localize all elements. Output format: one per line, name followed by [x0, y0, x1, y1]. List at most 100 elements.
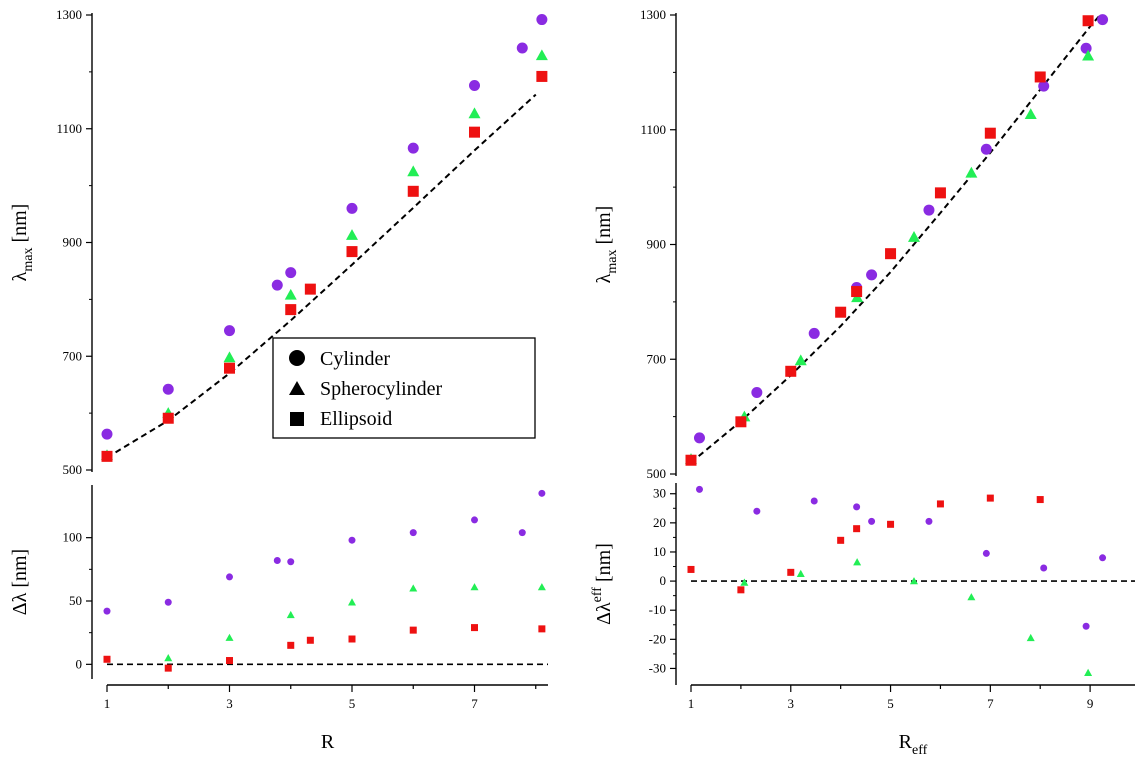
left-bottom-cylinder-point: [348, 536, 356, 544]
right-top-cylinder-point: [808, 327, 820, 339]
right-bottom-cylinder-point: [753, 507, 761, 515]
left-top-cylinder-point: [101, 428, 113, 440]
right-bottom-y-tick-label: -30: [649, 660, 666, 675]
left-bottom-cylinder-point: [538, 489, 546, 497]
right-top-y-tick-label: 900: [647, 237, 667, 252]
right-bottom-y-tick-label: 10: [653, 544, 666, 559]
legend-cylinder-marker: [289, 350, 305, 366]
right-top-spherocylinder-point: [794, 354, 807, 366]
left-bottom-ellipsoid-point: [538, 625, 546, 633]
left-top-ellipsoid-point: [285, 304, 297, 316]
left-top-spherocylinder-point: [223, 351, 236, 363]
left-bottom-ellipsoid-point: [348, 635, 356, 643]
right-top-cylinder-point: [1038, 80, 1050, 92]
left-bottom-cylinder-point: [409, 529, 417, 537]
left-top-ellipsoid-point: [346, 246, 358, 258]
left-bottom-ellipsoid-point: [164, 664, 172, 672]
left-bottom-x-tick-label: 1: [104, 696, 111, 711]
left-top-cylinder-point: [469, 80, 480, 92]
left-bottom-spherocylinder-point: [348, 598, 356, 606]
left-top-cylinder-point: [285, 267, 297, 279]
right-top-y-label: λmax [nm]: [593, 206, 620, 284]
left-top-spherocylinder-point: [346, 229, 358, 240]
right-top-ellipsoid-point: [934, 187, 946, 199]
right-bottom-y-label: Δλeff [nm]: [590, 543, 615, 625]
right-bottom-ellipsoid-point: [787, 568, 795, 576]
right-top-spherocylinder-point: [965, 166, 978, 178]
right-bottom-x-label: Reff: [899, 731, 928, 758]
right-top-y-tick-label: 500: [647, 466, 667, 481]
right-top-y-tick-label: 1100: [640, 122, 666, 137]
left-top-panel: 500 700 900 1100 1300 λmax [nm]: [9, 7, 548, 477]
left-bottom-ellipsoid-point: [409, 626, 417, 634]
right-bottom-ellipsoid-point: [853, 525, 861, 533]
left-top-spherocylinder-point: [407, 165, 420, 177]
legend-box: [272, 337, 536, 439]
left-top-fit-curve: [106, 93, 537, 459]
right-top-cylinder-point: [751, 387, 763, 399]
right-bottom-x-tick-label: 9: [1087, 696, 1094, 711]
right-bottom-y-tick-label: -10: [649, 602, 666, 617]
left-bottom-spherocylinder-point: [470, 583, 479, 591]
left-bottom-cylinder-point: [164, 598, 172, 606]
left-top-cylinder-point: [407, 142, 419, 154]
right-bottom-spherocylinder-point: [1084, 668, 1093, 677]
left-bottom-cylinder-point: [103, 607, 111, 615]
right-bottom-spherocylinder-point: [1026, 633, 1035, 642]
left-bottom-cylinder-point: [226, 573, 233, 581]
left-top-y-tick-label: 900: [63, 235, 83, 250]
left-top-ellipsoid-point: [304, 283, 316, 295]
left-top-y-tick-label: 700: [63, 348, 83, 363]
right-bottom-y-tick-label: 30: [653, 486, 666, 501]
left-bottom-spherocylinder-point: [164, 654, 173, 662]
left-top-ellipsoid-point: [224, 362, 235, 374]
right-bottom-ellipsoid-point: [936, 500, 944, 508]
right-top-ellipsoid-point: [1082, 15, 1094, 27]
left-top-ellipsoid-point: [469, 126, 480, 138]
right-top-cylinder-point: [693, 432, 705, 444]
left-bottom-x-tick-label: 3: [226, 696, 233, 711]
left-top-spherocylinder-point: [535, 49, 548, 61]
left-bottom-spherocylinder-point: [225, 633, 234, 641]
right-bottom-ellipsoid-point: [737, 586, 745, 594]
right-top-spherocylinder-point: [1082, 49, 1095, 61]
left-bottom-ellipsoid-point: [103, 655, 111, 663]
right-bottom-cylinder-point: [853, 503, 861, 511]
legend: Cylinder Spherocylinder Ellipsoid: [272, 337, 536, 439]
right-top-spherocylinder-point: [1024, 108, 1037, 120]
left-bottom-spherocylinder-point: [286, 610, 295, 619]
right-top-y-tick-label: 1300: [640, 7, 666, 22]
left-top-cylinder-point: [536, 14, 548, 26]
right-bottom-spherocylinder-point: [967, 593, 976, 601]
left-bottom-spherocylinder-point: [409, 584, 418, 592]
right-bottom-spherocylinder-point: [796, 569, 805, 578]
right-top-ellipsoid-point: [851, 286, 863, 298]
left-bottom-ellipsoid-point: [306, 636, 314, 644]
right-bottom-y-tick-label: 20: [653, 515, 666, 530]
left-top-y-tick-label: 500: [63, 462, 83, 477]
right-bottom-ellipsoid-point: [986, 494, 994, 502]
left-top-y-tick-label: 1300: [56, 7, 82, 22]
right-bottom-ellipsoid-point: [887, 520, 895, 528]
right-top-panel: 500 700 900 1100 1300 λmax [nm]: [593, 7, 1109, 481]
left-top-cylinder-point: [516, 42, 528, 54]
right-top-ellipsoid-point: [984, 127, 996, 139]
left-top-ellipsoid-point: [536, 70, 548, 82]
right-bottom-cylinder-point: [868, 517, 876, 525]
left-top-ellipsoid-point: [407, 185, 419, 197]
right-top-ellipsoid-point: [835, 306, 847, 318]
left-bottom-cylinder-point: [287, 558, 295, 566]
right-top-ellipsoid-point: [885, 248, 897, 260]
left-top-ellipsoid-point: [162, 412, 174, 424]
left-top-y-tick-label: 1100: [56, 121, 82, 136]
left-bottom-cylinder-point: [273, 556, 281, 564]
right-bottom-panel: -30 -20 -10 0 10 20 30 1 3 5 7 9 Reff Δλeff [nm]: [590, 483, 1135, 758]
right-bottom-spherocylinder-point: [909, 577, 918, 585]
right-top-ellipsoid-point: [685, 454, 697, 466]
left-bottom-ellipsoid-point: [287, 641, 295, 649]
right-bottom-ellipsoid-point: [687, 565, 695, 573]
left-bottom-cylinder-point: [471, 516, 478, 524]
right-bottom-cylinder-point: [1040, 564, 1048, 572]
left-bottom-x-tick-label: 5: [349, 696, 356, 711]
